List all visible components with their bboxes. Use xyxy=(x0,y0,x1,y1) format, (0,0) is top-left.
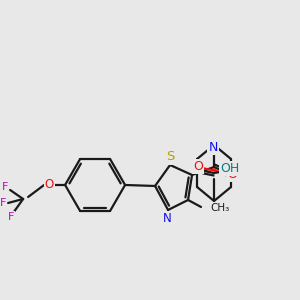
Text: S: S xyxy=(166,151,174,164)
Text: N: N xyxy=(163,212,171,226)
Text: CH₃: CH₃ xyxy=(210,203,229,213)
Text: O: O xyxy=(44,178,54,191)
Text: O: O xyxy=(227,169,237,182)
Text: OH: OH xyxy=(220,163,240,176)
Text: F: F xyxy=(0,198,6,208)
Text: F: F xyxy=(2,182,8,192)
Text: N: N xyxy=(208,140,218,154)
Text: F: F xyxy=(8,212,14,222)
Text: O: O xyxy=(193,160,203,173)
